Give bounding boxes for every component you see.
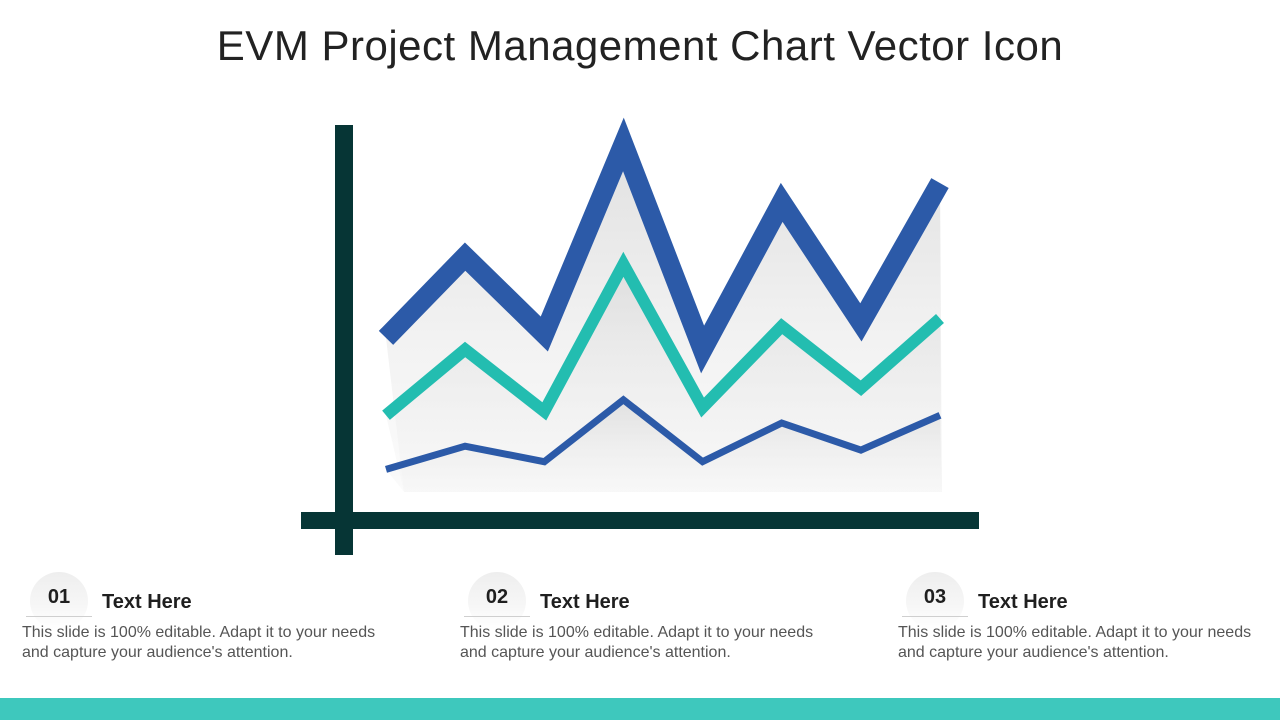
item-title: Text Here <box>102 591 192 613</box>
chart-area-shading <box>386 144 942 492</box>
x-axis <box>301 512 979 529</box>
page-title: EVM Project Management Chart Vector Icon <box>216 22 1064 69</box>
series-top-line <box>378 117 949 374</box>
item-body: This slide is 100% editable. Adapt it to… <box>898 624 1252 661</box>
series-bottom-line <box>385 395 942 473</box>
item-number: 02 <box>485 586 509 608</box>
number-badge: 02 <box>464 572 530 630</box>
y-axis <box>335 125 353 555</box>
series-middle-line <box>382 251 944 421</box>
chart-series-group <box>378 117 949 473</box>
item-title: Text Here <box>978 591 1068 613</box>
number-circle <box>906 572 964 630</box>
number-circle <box>468 572 526 630</box>
number-underline <box>464 616 530 617</box>
bottom-accent-bar <box>0 698 1280 720</box>
number-underline <box>902 616 968 617</box>
item-title: Text Here <box>540 591 630 613</box>
number-circle <box>30 572 88 630</box>
number-badge: 03 <box>902 572 968 630</box>
number-underline <box>26 616 92 617</box>
number-badge: 01 <box>26 572 92 630</box>
item-body: This slide is 100% editable. Adapt it to… <box>460 624 814 661</box>
item-number: 01 <box>47 586 71 608</box>
series-bottom-area <box>386 399 942 492</box>
item-body: This slide is 100% editable. Adapt it to… <box>22 624 376 661</box>
item-number: 03 <box>923 586 947 608</box>
